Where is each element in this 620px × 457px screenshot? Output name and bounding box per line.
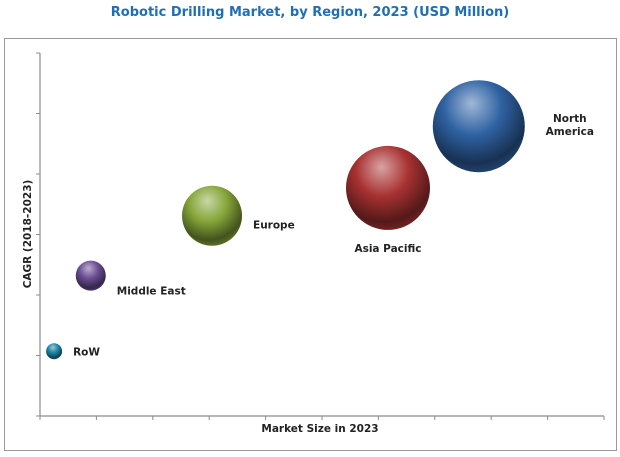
bubble-label-middle-east: Middle East (117, 286, 186, 298)
bubble-middle-east (75, 260, 106, 291)
bubble-label-europe: Europe (253, 220, 295, 232)
chart-title: Robotic Drilling Market, by Region, 2023… (110, 5, 510, 20)
x-axis-label: Market Size in 2023 (261, 423, 378, 435)
bubble-label-north-america: North America (546, 113, 594, 138)
bubble-asia-pacific (345, 145, 430, 230)
chart-frame (4, 38, 617, 451)
bubble-label-row: RoW (73, 346, 100, 358)
bubble-row (46, 343, 63, 360)
bubble-label-asia-pacific: Asia Pacific (354, 243, 421, 255)
y-axis-label: CAGR (2018-2023) (22, 180, 34, 289)
bubble-europe (182, 185, 243, 246)
bubble-north-america (432, 80, 525, 173)
